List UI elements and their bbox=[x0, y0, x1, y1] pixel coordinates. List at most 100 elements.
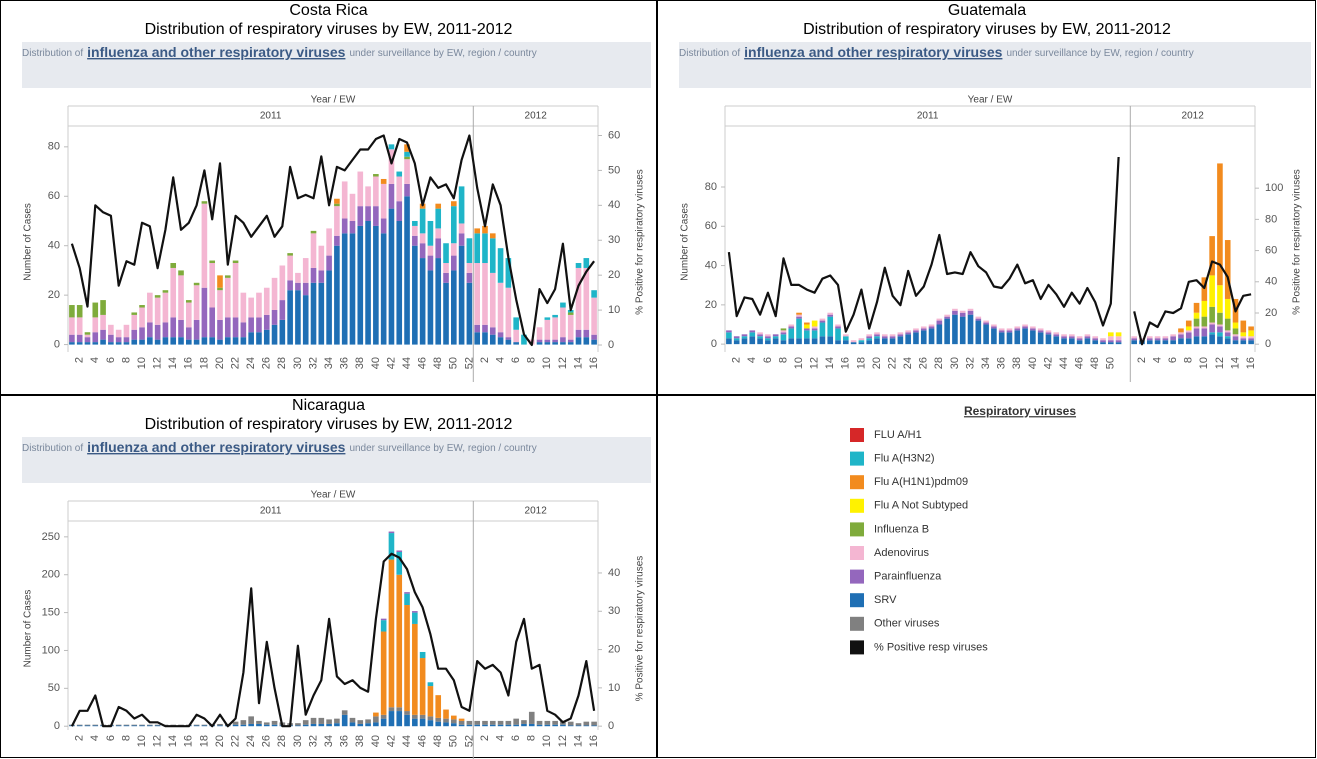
bar-segment bbox=[741, 336, 748, 339]
bar-segment bbox=[69, 342, 75, 345]
bar-segment bbox=[373, 225, 379, 345]
bar-segment bbox=[466, 238, 473, 264]
bar-segment bbox=[349, 193, 356, 221]
bar-segment bbox=[139, 725, 145, 727]
bar-segment bbox=[380, 218, 387, 234]
bar-segment bbox=[92, 342, 99, 345]
bar-segment bbox=[201, 725, 208, 727]
x-tick-label: 10 bbox=[1198, 357, 1210, 369]
bar-segment bbox=[1076, 336, 1083, 339]
bar-segment bbox=[326, 270, 332, 345]
bar-segment bbox=[804, 324, 810, 329]
bar-segment bbox=[404, 592, 410, 594]
bar-segment bbox=[310, 282, 317, 345]
bar-segment bbox=[186, 327, 192, 340]
bar-segment bbox=[263, 314, 270, 330]
bar-segment bbox=[1053, 334, 1060, 337]
bar-segment bbox=[567, 721, 574, 726]
x-tick-label: 2 bbox=[74, 735, 86, 741]
bar-segment bbox=[474, 724, 480, 727]
x-tick-label: 22 bbox=[229, 735, 241, 747]
bar-segment bbox=[1092, 338, 1099, 341]
bar-segment bbox=[256, 292, 262, 318]
bar-segment bbox=[944, 318, 950, 345]
bar-segment bbox=[396, 201, 403, 221]
bar-segment bbox=[1217, 332, 1223, 337]
bar-segment bbox=[232, 337, 239, 345]
x-tick-label: 26 bbox=[918, 357, 930, 369]
bar-segment bbox=[373, 722, 379, 727]
bar-segment bbox=[521, 334, 527, 345]
bar-segment bbox=[404, 183, 410, 197]
bar-segment bbox=[365, 186, 371, 207]
bar-segment bbox=[162, 290, 169, 293]
banner-part: under surveillance by EW, region / count… bbox=[1006, 48, 1193, 59]
x-tick-label: 2 bbox=[1136, 357, 1148, 363]
bar-segment bbox=[489, 272, 496, 328]
bar-segment bbox=[913, 330, 919, 333]
bar-segment bbox=[905, 334, 911, 345]
bar-segment bbox=[287, 255, 293, 281]
bar-segment bbox=[427, 270, 434, 345]
bar-segment bbox=[544, 720, 551, 725]
bar-segment bbox=[1061, 334, 1067, 337]
bar-segment bbox=[131, 339, 138, 345]
bar-segment bbox=[365, 220, 371, 345]
x-tick-label: 6 bbox=[1167, 357, 1179, 363]
bar-segment bbox=[427, 245, 434, 256]
bar-segment bbox=[240, 292, 247, 323]
bar-segment bbox=[567, 339, 574, 343]
bar-segment bbox=[100, 300, 106, 315]
bar-segment bbox=[357, 206, 364, 226]
bar-segment bbox=[287, 253, 293, 256]
bar-segment bbox=[1069, 338, 1075, 345]
bar-segment bbox=[193, 725, 200, 727]
y2-tick-label: 0 bbox=[608, 720, 614, 732]
x-tick-label: 8 bbox=[1183, 357, 1195, 363]
bar-segment bbox=[412, 245, 418, 345]
bar-segment bbox=[1084, 338, 1091, 345]
bar-segment bbox=[1162, 340, 1169, 345]
y2-tick-label: 40 bbox=[608, 567, 620, 579]
bar-segment bbox=[482, 233, 488, 264]
x-tick-label: 40 bbox=[370, 735, 382, 747]
y2-axis-title: % Positive for respiratory viruses bbox=[635, 556, 646, 702]
x-tick-label: 46 bbox=[1074, 357, 1086, 369]
x-tick-label: 8 bbox=[120, 735, 132, 741]
banner-part: under surveillance by EW, region / count… bbox=[349, 443, 536, 454]
bar-segment bbox=[334, 718, 340, 724]
bar-segment bbox=[123, 324, 130, 338]
bar-segment bbox=[1209, 334, 1215, 345]
bar-segment bbox=[396, 707, 403, 712]
bar-segment bbox=[1037, 330, 1044, 333]
bar-segment bbox=[271, 309, 278, 325]
bar-segment bbox=[404, 144, 410, 152]
x-tick-label: 10 bbox=[541, 357, 553, 369]
bar-segment bbox=[224, 275, 231, 278]
bar-segment bbox=[536, 720, 543, 725]
bar-segment bbox=[1154, 336, 1161, 339]
bar-segment bbox=[380, 618, 387, 621]
bar-segment bbox=[123, 342, 130, 345]
bar-segment bbox=[757, 334, 763, 337]
bar-segment bbox=[326, 255, 332, 271]
bar-segment bbox=[575, 723, 582, 726]
legend-swatch bbox=[850, 475, 864, 490]
bar-segment bbox=[349, 717, 356, 723]
bar-segment bbox=[583, 337, 590, 345]
bar-segment bbox=[318, 270, 325, 283]
bar-segment bbox=[881, 338, 888, 345]
banner-text: Distribution of influenza and other respi… bbox=[22, 44, 537, 60]
bar-segment bbox=[310, 267, 317, 283]
bar-segment bbox=[733, 338, 740, 341]
bar-segment bbox=[560, 724, 566, 727]
banner-part: influenza and other respiratory viruses bbox=[87, 439, 346, 455]
bar-segment bbox=[147, 322, 153, 338]
bar-segment bbox=[451, 715, 457, 720]
x-tick-label: 4 bbox=[89, 735, 101, 741]
bar-segment bbox=[147, 292, 153, 323]
bar-segment bbox=[419, 718, 426, 727]
bar-segment bbox=[536, 327, 543, 340]
bar-segment bbox=[131, 329, 138, 340]
